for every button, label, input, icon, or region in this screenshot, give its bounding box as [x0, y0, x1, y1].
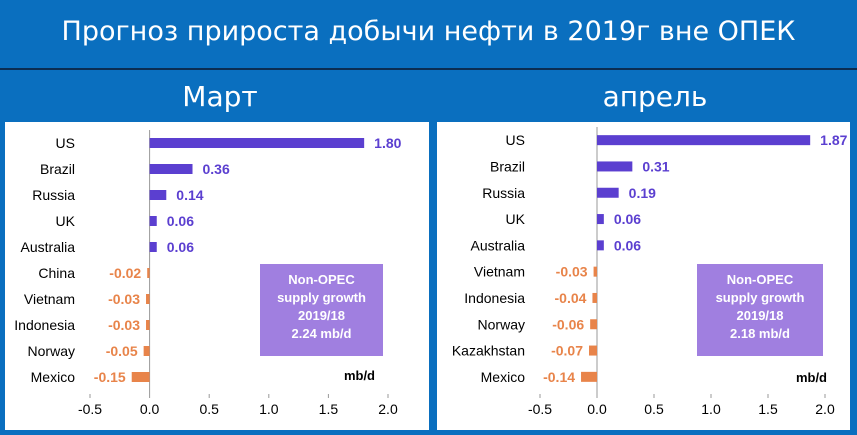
- bar: [149, 164, 193, 174]
- x-tick-label: 0.0: [140, 401, 160, 417]
- annotation-text: supply growth: [716, 290, 805, 305]
- unit-label: mb/d: [344, 368, 375, 383]
- unit-label: mb/d: [796, 370, 827, 385]
- value-label: 0.06: [614, 237, 641, 253]
- bar: [147, 268, 150, 278]
- category-label: US: [506, 132, 525, 148]
- x-tick-label: 0.5: [644, 401, 664, 417]
- category-label: Australia: [471, 237, 526, 253]
- bar: [149, 242, 157, 252]
- bar: [149, 216, 157, 226]
- value-label: 1.87: [820, 132, 847, 148]
- x-tick-label: 1.5: [319, 401, 339, 417]
- category-label: UK: [506, 211, 526, 227]
- value-label: -0.07: [551, 343, 583, 359]
- page-title: Прогноз прироста добычи нефти в 2019г вн…: [61, 15, 796, 47]
- category-label: Mexico: [481, 369, 526, 385]
- month-label-april: апрель: [602, 79, 708, 113]
- bar: [149, 190, 167, 200]
- bar: [593, 266, 597, 277]
- category-label: Brazil: [40, 161, 75, 177]
- bar: [597, 161, 633, 172]
- bar: [597, 187, 619, 198]
- bar: [131, 372, 150, 382]
- x-tick-label: 1.0: [701, 401, 721, 417]
- value-label: -0.15: [94, 369, 126, 385]
- category-label: Brazil: [490, 158, 525, 174]
- value-label: 0.06: [167, 213, 194, 229]
- bar: [146, 294, 150, 304]
- bar: [149, 138, 365, 148]
- category-label: US: [56, 135, 75, 151]
- bar: [597, 214, 604, 225]
- x-tick-label: 0.0: [587, 401, 607, 417]
- annotation-text: 2019/18: [737, 308, 784, 323]
- annotation-box: [697, 264, 823, 356]
- chart-panel-april: US 1.87 Brazil 0.31 Russia 0.19 UK 0.06 Australi…: [437, 122, 850, 430]
- category-label: Russia: [482, 185, 525, 201]
- x-tick-label: 2.0: [815, 401, 835, 417]
- category-label: Vietnam: [24, 291, 75, 307]
- x-tick-label: 1.0: [259, 401, 279, 417]
- value-label: -0.03: [108, 291, 140, 307]
- value-label: -0.03: [556, 264, 588, 280]
- annotation-text: Non-OPEC: [288, 272, 355, 287]
- annotation-text: 2019/18: [298, 308, 345, 323]
- value-label: 0.19: [629, 185, 656, 201]
- value-label: -0.14: [543, 369, 575, 385]
- value-label: -0.06: [552, 316, 584, 332]
- x-tick-label: -0.5: [528, 401, 552, 417]
- value-label: -0.02: [109, 265, 141, 281]
- chart-panel-march: US 1.80 Brazil 0.36 Russia 0.14 UK 0.06 Australi…: [5, 122, 429, 430]
- category-label: Indonesia: [14, 317, 75, 333]
- x-tick-label: 1.5: [758, 401, 778, 417]
- bar: [581, 371, 597, 382]
- category-label: Norway: [478, 316, 525, 332]
- annotation-box: [260, 264, 383, 356]
- category-label: Australia: [21, 239, 76, 255]
- category-label: Russia: [32, 187, 75, 203]
- bar: [590, 319, 597, 330]
- annotation-text: Non-OPEC: [727, 272, 794, 287]
- value-label: 0.31: [642, 158, 669, 174]
- value-label: 1.80: [374, 135, 401, 151]
- bar: [597, 240, 604, 251]
- bar: [597, 135, 811, 146]
- bar: [592, 292, 597, 303]
- category-label: Norway: [28, 343, 75, 359]
- value-label: 0.14: [176, 187, 203, 203]
- month-label-march: Март: [182, 79, 258, 113]
- bar-chart-april: US 1.87 Brazil 0.31 Russia 0.19 UK 0.06 Australi…: [452, 127, 848, 417]
- bar-chart-march: US 1.80 Brazil 0.36 Russia 0.14 UK 0.06 Australi…: [14, 130, 402, 417]
- x-tick-label: -0.5: [78, 401, 102, 417]
- value-label: 0.06: [167, 239, 194, 255]
- value-label: -0.04: [555, 290, 587, 306]
- value-label: -0.03: [108, 317, 140, 333]
- annotation-text: 2.18 mb/d: [730, 326, 790, 341]
- value-label: -0.05: [106, 343, 138, 359]
- annotation-text: supply growth: [277, 290, 366, 305]
- category-label: Mexico: [31, 369, 76, 385]
- category-label: Indonesia: [464, 290, 525, 306]
- category-label: Kazakhstan: [452, 343, 525, 359]
- bar: [589, 345, 597, 356]
- value-label: 0.06: [614, 211, 641, 227]
- annotation-text: 2.24 mb/d: [292, 326, 352, 341]
- x-tick-label: 0.5: [199, 401, 219, 417]
- title-divider: [0, 68, 857, 70]
- bar: [146, 320, 150, 330]
- category-label: UK: [56, 213, 76, 229]
- category-label: China: [38, 265, 75, 281]
- bar: [143, 346, 150, 356]
- category-label: Vietnam: [474, 264, 525, 280]
- value-label: 0.36: [203, 161, 230, 177]
- x-tick-label: 2.0: [378, 401, 398, 417]
